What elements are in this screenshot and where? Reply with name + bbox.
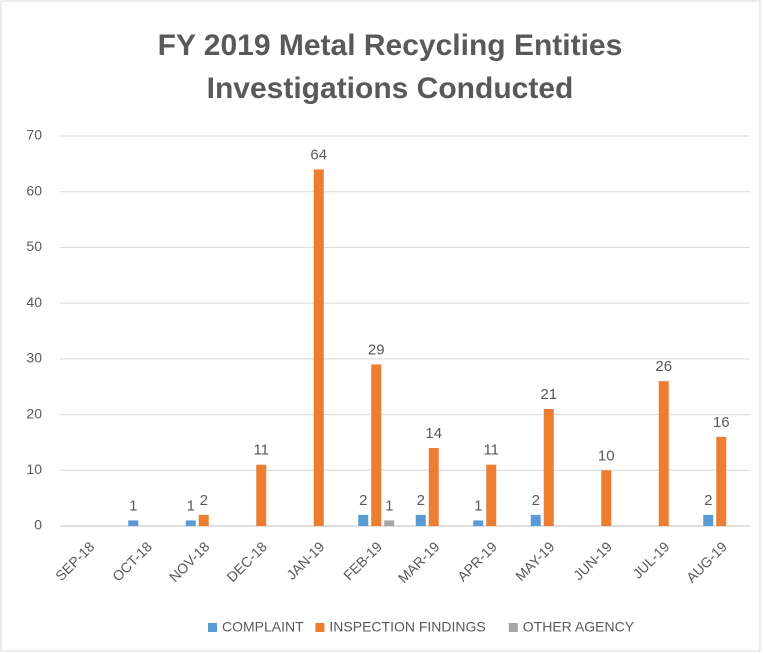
- data-label: 29: [368, 341, 385, 358]
- data-label: 2: [359, 492, 367, 509]
- legend-label: COMPLAINT: [222, 619, 304, 635]
- data-label: 2: [532, 492, 540, 509]
- bar: [473, 520, 484, 526]
- data-label: 16: [713, 414, 730, 431]
- data-label: 26: [655, 358, 672, 375]
- data-label: 2: [417, 492, 425, 509]
- bar: [658, 381, 669, 526]
- bar: [703, 514, 714, 526]
- y-tick-label: 60: [26, 182, 42, 198]
- bar: [128, 520, 139, 526]
- y-tick-label: 40: [26, 294, 42, 310]
- chart-title: Investigations Conducted: [207, 72, 574, 105]
- y-tick-label: 50: [26, 238, 42, 254]
- data-label: 2: [200, 492, 208, 509]
- bar: [601, 470, 612, 526]
- data-label: 21: [540, 386, 557, 403]
- bar: [198, 514, 209, 526]
- chart-title: FY 2019 Metal Recycling Entities: [158, 29, 623, 62]
- legend-swatch: [315, 623, 325, 632]
- bar: [358, 514, 369, 526]
- bar: [415, 514, 426, 526]
- data-label: 11: [253, 442, 269, 459]
- legend-label: INSPECTION FINDINGS: [329, 619, 485, 635]
- bar: [486, 464, 497, 526]
- bar: [543, 409, 554, 526]
- data-label: 1: [129, 497, 137, 514]
- y-tick-label: 20: [26, 405, 42, 421]
- y-tick-label: 10: [26, 461, 42, 477]
- data-label: 1: [474, 497, 482, 514]
- data-label: 14: [425, 425, 442, 442]
- data-label: 64: [310, 146, 327, 163]
- bar: [716, 436, 727, 526]
- data-label: 2: [704, 492, 712, 509]
- data-label: 1: [187, 497, 195, 514]
- bar: [428, 448, 439, 526]
- bar: [256, 464, 267, 526]
- data-label: 1: [385, 497, 393, 514]
- bar: [185, 520, 196, 526]
- legend-swatch: [208, 623, 217, 632]
- bar: [313, 169, 324, 526]
- bar: [371, 364, 382, 526]
- data-label: 10: [598, 447, 615, 464]
- legend-label: OTHER AGENCY: [523, 619, 635, 635]
- bar: [384, 520, 395, 526]
- y-tick-label: 0: [34, 517, 42, 533]
- data-label: 11: [483, 442, 499, 459]
- y-tick-label: 30: [26, 350, 42, 366]
- y-tick-label: 70: [26, 127, 42, 143]
- legend-swatch: [508, 623, 518, 632]
- bar: [530, 514, 541, 526]
